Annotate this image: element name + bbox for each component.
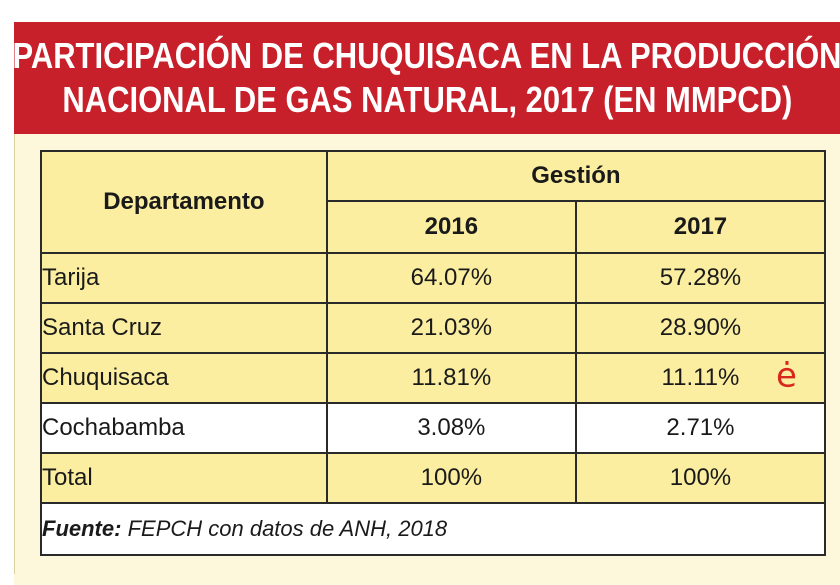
header-year-2016: 2016	[325, 200, 577, 254]
table-row: Total 100% 100%	[40, 452, 827, 504]
department-cell: Chuquisaca	[40, 352, 328, 404]
table-body: Tarija 64.07% 57.28% Santa Cruz 21.03% 28.90%…	[40, 252, 827, 504]
title-banner: PARTICIPACIÓN DE CHUQUISACA EN LA PRODUC…	[12, 22, 840, 134]
value-cell-2017: 57.28%	[574, 252, 827, 304]
source-label: Fuente:	[42, 516, 122, 541]
table-row: Tarija 64.07% 57.28%	[40, 252, 827, 304]
value-cell-2016: 11.81%	[325, 352, 577, 404]
table-row: Chuquisaca 11.81% 11.11%	[40, 352, 827, 404]
value-cell-2016: 21.03%	[325, 302, 577, 354]
title-line-2: NACIONAL DE GAS NATURAL, 2017 (EN MMPCD)	[62, 79, 792, 120]
source-note: Fuente: FEPCH con datos de ANH, 2018	[40, 502, 826, 556]
value-cell-2017: 11.11%	[574, 352, 827, 404]
data-table: Departamento Gestión 2016 2017 Tarija 64.…	[40, 150, 827, 556]
value-cell-2016: 64.07%	[325, 252, 577, 304]
title-line-1: PARTICIPACIÓN DE CHUQUISACA EN LA PRODUC…	[12, 35, 840, 76]
department-cell: Santa Cruz	[40, 302, 328, 354]
table-row: Santa Cruz 21.03% 28.90%	[40, 302, 827, 354]
department-cell: Total	[40, 452, 328, 504]
source-text: FEPCH con datos de ANH, 2018	[127, 516, 448, 541]
value-cell-2016: 100%	[325, 452, 577, 504]
header-year-2017: 2017	[574, 200, 827, 254]
value-cell-2017: 28.90%	[574, 302, 827, 354]
department-cell: Cochabamba	[40, 402, 328, 454]
value-cell-2016: 3.08%	[325, 402, 577, 454]
left-edge	[0, 22, 14, 585]
header-departamento: Departamento	[40, 150, 328, 254]
red-annotation-mark: ė	[776, 356, 797, 396]
department-cell: Tarija	[40, 252, 328, 304]
header-gestion: Gestión	[325, 150, 827, 202]
top-strip	[0, 0, 840, 22]
table-row: Cochabamba 3.08% 2.71%	[40, 402, 827, 454]
value-cell-2017: 100%	[574, 452, 827, 504]
value-cell-2017: 2.71%	[574, 402, 827, 454]
